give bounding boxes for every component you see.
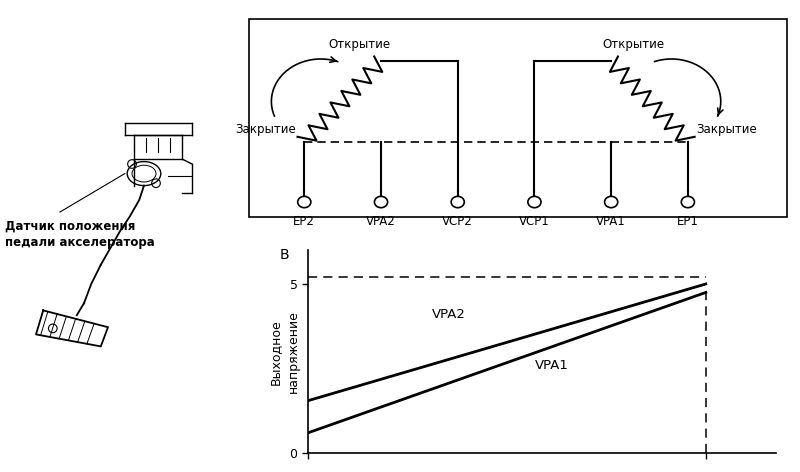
Bar: [250, 19, 786, 217]
Text: педали акселератора: педали акселератора: [5, 236, 154, 249]
Text: Закрытие: Закрытие: [235, 123, 296, 136]
Text: Открытие: Открытие: [602, 38, 664, 51]
Text: VPA2: VPA2: [431, 308, 466, 321]
Text: Датчик положения: Датчик положения: [5, 219, 135, 232]
Text: Закрытие: Закрытие: [696, 123, 757, 136]
Text: VPA2: VPA2: [366, 215, 396, 228]
Text: VCP1: VCP1: [519, 215, 550, 228]
Text: В: В: [280, 248, 290, 262]
Text: VPA1: VPA1: [596, 215, 626, 228]
Text: EP1: EP1: [677, 215, 699, 228]
Text: VCP2: VCP2: [442, 215, 473, 228]
Text: VPA1: VPA1: [534, 359, 568, 371]
Y-axis label: Выходное
напряжение: Выходное напряжение: [269, 310, 299, 393]
Text: EP2: EP2: [294, 215, 315, 228]
Text: Открытие: Открытие: [328, 38, 390, 51]
